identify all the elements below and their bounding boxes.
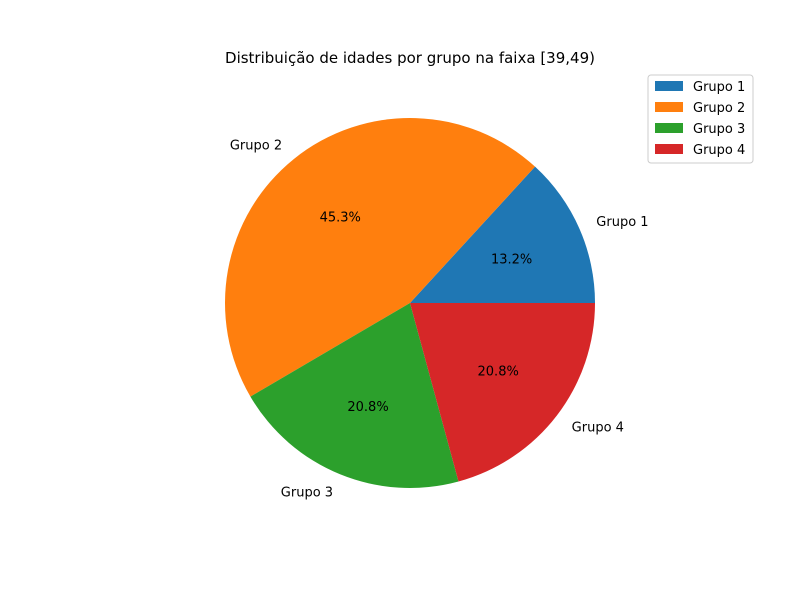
pie-slices [224,117,595,488]
pie-slice-grupo-1 [410,166,595,303]
legend-frame [647,74,754,164]
legend-label-grupo-3: Grupo 3 [693,122,745,137]
pie-slice-grupo-3 [250,303,459,488]
chart-title: Distribuição de idades por grupo na faix… [225,49,595,67]
slice-label-grupo-2: Grupo 2 [230,139,282,154]
pie-slice-labels: Grupo 1 Grupo 2 Grupo 3 Grupo 4 [230,139,649,501]
legend-swatch-grupo-1 [655,81,683,91]
slice-percent-grupo-2: 45.3% [320,211,361,226]
pie-percent-labels: 13.2% 45.3% 20.8% 20.8% [320,211,533,415]
legend-label-grupo-2: Grupo 2 [693,101,745,116]
slice-label-grupo-1: Grupo 1 [596,215,648,230]
legend: Grupo 1 Grupo 2 Grupo 3 Grupo 4 [647,74,754,164]
pie-slice-grupo-2 [224,117,536,397]
slice-percent-grupo-1: 13.2% [491,252,532,267]
slice-label-grupo-4: Grupo 4 [572,421,624,436]
legend-label-grupo-4: Grupo 4 [693,143,745,158]
legend-swatch-grupo-2 [655,102,683,112]
pie-slice-grupo-4 [410,303,595,482]
legend-swatch-grupo-3 [655,123,683,133]
legend-label-grupo-1: Grupo 1 [693,80,745,95]
slice-percent-grupo-3: 20.8% [347,400,388,415]
legend-swatch-grupo-4 [655,144,683,154]
slice-label-grupo-3: Grupo 3 [281,485,333,500]
slice-percent-grupo-4: 20.8% [478,364,519,379]
